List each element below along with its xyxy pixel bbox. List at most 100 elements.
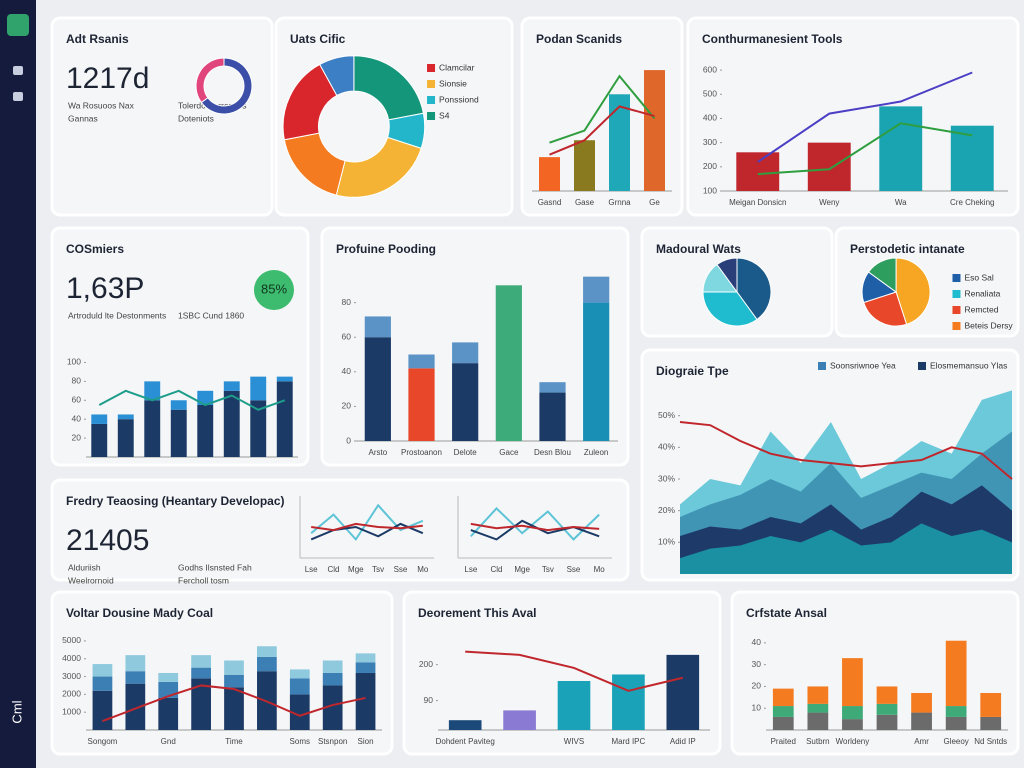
legend-swatch [952, 290, 961, 298]
bar [322, 672, 343, 686]
y-tick-label: 400 [703, 113, 717, 123]
trend-line [757, 122, 973, 176]
bar [191, 655, 211, 668]
x-tick-label: Nd Sntds [974, 737, 1007, 746]
x-tick-label: Wa [895, 198, 907, 207]
trend-line [757, 71, 973, 163]
legend-swatch [427, 96, 436, 104]
x-tick-label: Soms [290, 737, 310, 746]
bar [772, 706, 794, 717]
line-series [310, 522, 424, 541]
y-tick-label: 100 [67, 357, 81, 367]
x-tick-label: Weny [819, 198, 839, 207]
bar [807, 142, 851, 191]
x-tick-label: Gase [575, 198, 595, 207]
x-tick-label: Dohdent Paviteg [436, 737, 495, 746]
sidebar [0, 0, 36, 768]
legend-swatch [952, 322, 961, 330]
area [680, 523, 1012, 574]
x-tick-label: Zuleon [584, 448, 608, 457]
bar [583, 302, 610, 441]
trend-line [549, 105, 655, 156]
legend-label: S4 [439, 110, 450, 120]
x-tick-label: Praited [771, 737, 796, 746]
y-tick-label: 200 [703, 161, 717, 171]
x-tick-label: Gleeoy [943, 737, 968, 746]
x-tick-label: Songom [88, 737, 118, 746]
panel [520, 16, 684, 217]
y-tick-label: 80 [342, 297, 352, 307]
kpi-value: 21405 [66, 524, 149, 557]
bar [644, 70, 665, 191]
y-tick-label: 500 [703, 89, 717, 99]
line-series [470, 522, 600, 532]
nav-icon[interactable] [13, 92, 23, 101]
y-tick-label: 20 [72, 432, 82, 442]
legend-swatch [952, 274, 961, 282]
bar [876, 714, 898, 730]
x-tick-label: Lse [305, 565, 318, 574]
pie-slice [195, 57, 225, 104]
trend-line [465, 650, 684, 692]
bar [666, 654, 700, 730]
trend-line [549, 74, 656, 144]
chart-title: Diograie Tpe [656, 364, 729, 378]
y-tick-label: 200 [419, 659, 433, 669]
y-tick-label: 90 [424, 695, 434, 705]
x-tick-label: Desn Blou [534, 448, 571, 457]
chart-title: Podan Scanids [536, 32, 622, 46]
pie-slice [716, 257, 738, 294]
y-tick-label: 20 [342, 401, 352, 411]
bar [911, 712, 932, 730]
bar [250, 400, 267, 457]
x-tick-label: Cld [327, 565, 339, 574]
x-tick-label: Meigan Donsicn [729, 198, 786, 207]
legend-label: Remcted [964, 304, 998, 314]
x-tick-label: Mge [348, 565, 364, 574]
bar [612, 674, 645, 730]
bar [842, 658, 863, 707]
y-tick-label: 40% [658, 442, 675, 452]
nav-icon[interactable] [13, 66, 23, 75]
x-tick-label: Time [225, 737, 243, 746]
legend-swatch [427, 112, 436, 120]
bar [876, 686, 898, 704]
chart-title: Profuine Pooding [336, 242, 436, 256]
y-tick-label: 40 [752, 637, 762, 647]
bar [92, 690, 113, 730]
bar [448, 720, 482, 730]
pie-slice [736, 257, 772, 321]
bar [539, 382, 566, 393]
bar [980, 692, 1002, 717]
x-tick-label: Lse [464, 565, 477, 574]
bar [170, 400, 187, 410]
pie-slice [702, 291, 758, 327]
bar [364, 316, 391, 338]
bar [117, 419, 134, 457]
x-tick-label: Amr [914, 737, 929, 746]
y-tick-label: 3000 [62, 671, 81, 681]
bar [583, 276, 610, 303]
bar [144, 381, 161, 401]
pie-slice [319, 55, 355, 97]
x-tick-label: Sutbrn [806, 737, 830, 746]
bar [355, 662, 376, 673]
bar [945, 640, 967, 707]
app-icon[interactable] [7, 14, 29, 36]
y-tick-label: 2000 [62, 689, 81, 699]
bar [322, 685, 343, 730]
y-tick-label: 80 [72, 376, 82, 386]
legend-swatch [427, 80, 436, 88]
y-tick-label: 60 [72, 395, 82, 405]
chart-title: Uats Cific [290, 32, 346, 46]
x-tick-label: Sse [394, 565, 408, 574]
bar [609, 94, 630, 191]
bar [364, 337, 391, 441]
y-tick-label: 5000 [62, 635, 81, 645]
bar [257, 656, 277, 672]
bar [807, 703, 829, 713]
x-tick-label: WIVS [564, 737, 584, 746]
bar [772, 716, 794, 730]
